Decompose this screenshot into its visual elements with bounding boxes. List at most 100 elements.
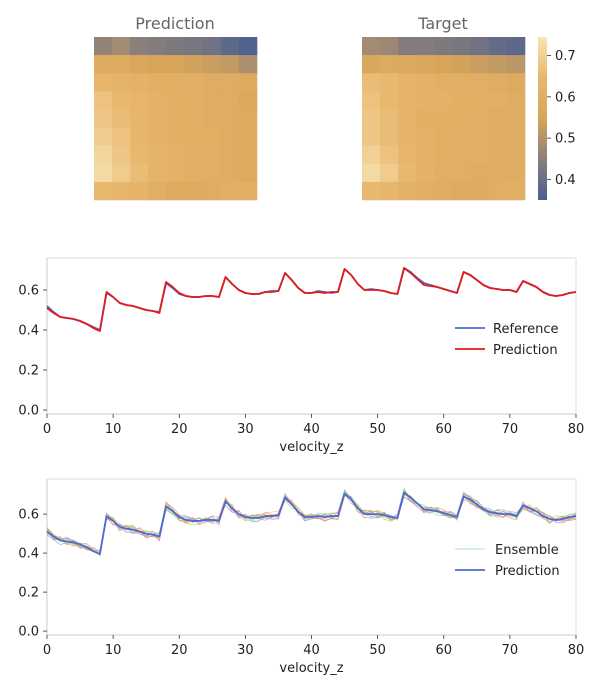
heatmap-cell	[238, 145, 258, 165]
heatmap-cell	[470, 163, 490, 183]
heatmap-cell	[506, 37, 526, 56]
x-tick-label: 40	[303, 422, 320, 437]
heatmap-cell	[362, 55, 381, 74]
heatmap-cell	[362, 127, 381, 146]
heatmap-cell	[488, 91, 508, 110]
target-heatmap	[362, 37, 526, 201]
heatmap-cell	[166, 91, 185, 110]
prediction-heatmap	[94, 37, 258, 201]
heatmap-cell	[220, 91, 240, 110]
y-tick-label: 0.4	[18, 324, 39, 339]
heatmap-cell	[398, 145, 417, 165]
colorbar-tick-label: 0.4	[555, 173, 576, 188]
heatmap-cell	[506, 181, 526, 201]
y-tick-label: 0.0	[18, 625, 39, 640]
heatmap-cell	[380, 145, 399, 165]
heatmap-cell	[166, 73, 185, 92]
y-tick-label: 0.0	[18, 404, 39, 419]
y-tick-label: 0.6	[18, 508, 39, 523]
heatmap-cell	[148, 37, 167, 56]
heatmap-cell	[416, 55, 435, 74]
heatmap-cell	[434, 145, 453, 165]
heatmap-cell	[130, 55, 149, 74]
heatmap-cell	[202, 37, 222, 56]
x-tick-label: 50	[369, 643, 386, 658]
heatmap-cell	[238, 73, 258, 92]
series-line-prediction	[46, 267, 577, 332]
heatmap-cell	[112, 73, 131, 92]
heatmap-cell	[398, 127, 417, 146]
series-line-reference	[46, 267, 577, 331]
heatmap-cell	[220, 163, 240, 183]
heatmap-cell	[380, 91, 399, 110]
heatmap-cell	[452, 127, 471, 146]
heatmap-cell	[184, 145, 203, 165]
heatmap-cell	[238, 163, 258, 183]
x-tick-label: 20	[171, 643, 188, 658]
x-tick-label: 60	[435, 422, 452, 437]
heatmap-cell	[220, 73, 240, 92]
heatmap-cell	[470, 55, 490, 74]
heatmap-cell	[148, 91, 167, 110]
x-tick-label: 80	[568, 422, 585, 437]
colorbar-bar	[538, 37, 547, 200]
heatmap-cell	[148, 181, 167, 201]
heatmap-cell	[470, 91, 490, 110]
heatmap-cell	[470, 181, 490, 201]
heatmap-cell	[416, 109, 435, 128]
heatmap-cell	[380, 109, 399, 128]
heatmap-cell	[202, 109, 222, 128]
heatmap-cell	[166, 163, 185, 183]
heatmap-cell	[452, 73, 471, 92]
heatmap-cell	[506, 73, 526, 92]
heatmap-cell	[416, 181, 435, 201]
colorbar-tick-label: 0.7	[555, 49, 576, 64]
heatmap-cell	[488, 181, 508, 201]
heatmap-cell	[398, 55, 417, 74]
ensemble-member-line	[46, 489, 577, 554]
heatmap-cell	[166, 109, 185, 128]
heatmap-cell	[238, 109, 258, 128]
heatmap-cell	[434, 181, 453, 201]
heatmap-cell	[94, 73, 113, 92]
heatmap-cell	[488, 163, 508, 183]
heatmap-cell	[398, 37, 417, 56]
heatmap-cell	[238, 181, 258, 201]
x-tick-label: 20	[171, 422, 188, 437]
heatmap-cell	[434, 73, 453, 92]
colorbar-tick-label: 0.6	[555, 90, 576, 105]
heatmap-cell	[202, 127, 222, 146]
heatmap-cell	[452, 163, 471, 183]
heatmap-cell	[362, 163, 381, 183]
heatmap-cell	[506, 55, 526, 74]
heatmap-cell	[488, 127, 508, 146]
heatmap-cell	[416, 37, 435, 56]
heatmap-cell	[452, 37, 471, 56]
heatmap-cell	[184, 109, 203, 128]
ensemble-chart: 0 10 20 30 40 50 60 70 80 0.0 0.2 0.4 0.6 velocity_z E…	[18, 478, 584, 676]
heatmap-cell	[112, 55, 131, 74]
heatmap-cell	[202, 55, 222, 74]
heatmap-cell	[362, 145, 381, 165]
heatmap-cell	[470, 73, 490, 92]
x-tick-label: 10	[105, 422, 122, 437]
heatmap-cell	[112, 91, 131, 110]
y-tick-label: 0.2	[18, 364, 39, 379]
heatmap-cell	[202, 91, 222, 110]
legend-label: Ensemble	[495, 543, 559, 558]
reference-vs-prediction-chart: 0 10 20 30 40 50 60 70 80 0.0 0.2 0.4 0.6 velocity_z R…	[18, 257, 585, 455]
heatmap-cell	[434, 109, 453, 128]
heatmap-cell	[380, 181, 399, 201]
heatmap-cell	[112, 145, 131, 165]
heatmap-cell	[380, 163, 399, 183]
heatmap-cell	[148, 127, 167, 146]
heatmap-cell	[148, 163, 167, 183]
heatmap-cell	[166, 37, 185, 56]
x-tick-label: 40	[303, 643, 320, 658]
heatmap-cell	[452, 91, 471, 110]
x-tick-label: 30	[237, 422, 254, 437]
heatmap-cell	[94, 91, 113, 110]
heatmap-cell	[220, 145, 240, 165]
heatmap-cell	[220, 127, 240, 146]
